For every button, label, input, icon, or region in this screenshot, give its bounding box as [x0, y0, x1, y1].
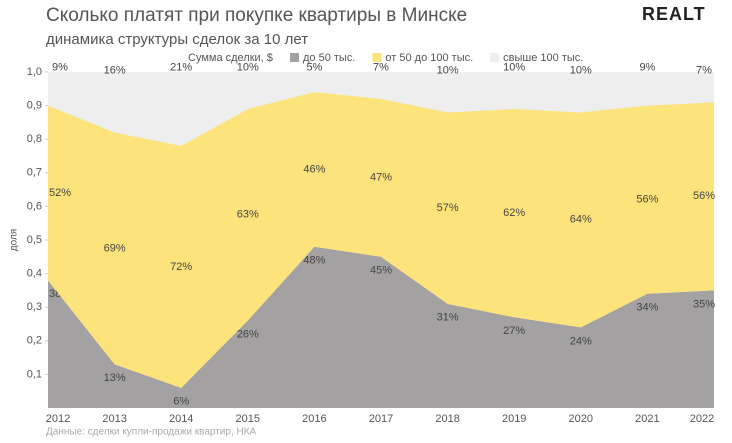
data-label: 35% [693, 298, 715, 310]
data-label: 47% [370, 172, 392, 184]
data-label: 6% [173, 396, 189, 408]
data-label: 27% [503, 325, 525, 337]
chart-title: Сколько платят при покупке квартиры в Ми… [46, 5, 467, 26]
data-label: 57% [437, 202, 459, 214]
data-label: 9% [52, 61, 68, 73]
data-label: 72% [170, 261, 192, 273]
legend-label: свыше 100 тыс. [503, 52, 583, 64]
data-label: 64% [570, 214, 592, 226]
data-label: 56% [636, 194, 658, 206]
data-label: 5% [306, 61, 322, 73]
x-tick-label: 2019 [502, 413, 526, 425]
data-label: 16% [104, 65, 126, 77]
data-label: 62% [503, 207, 525, 219]
legend-label: от 50 до 100 тыс. [385, 52, 473, 64]
y-tick-label: 0,4 [27, 268, 42, 280]
y-tick-label: 0,5 [27, 234, 42, 246]
y-tick-label: 0,8 [27, 133, 42, 145]
x-tick-label: 2018 [435, 413, 459, 425]
area [48, 75, 714, 146]
y-tick-label: 0,7 [27, 167, 42, 179]
data-label: 26% [237, 329, 259, 341]
x-tick-label: 2015 [236, 413, 260, 425]
source: Данные: сделки купли-продажи квартир, НК… [46, 427, 257, 438]
y-tick-label: 0,2 [27, 335, 42, 347]
data-label: 24% [570, 335, 592, 347]
legend-label: до 50 тыс. [303, 52, 355, 64]
x-tick-label: 2016 [302, 413, 326, 425]
data-label: 45% [370, 265, 392, 277]
data-label: 48% [303, 255, 325, 267]
data-label: 9% [639, 61, 655, 73]
legend-swatch [290, 53, 299, 62]
data-label: 10% [437, 65, 459, 77]
data-label: 56% [693, 190, 715, 202]
x-tick-label: 2012 [46, 413, 70, 425]
y-tick-label: 1,0 [27, 66, 42, 78]
area [48, 246, 714, 408]
x-tick-label: 2021 [635, 413, 659, 425]
data-label: 52% [49, 187, 71, 199]
y-tick-label: 0,9 [27, 100, 42, 112]
area [48, 92, 714, 388]
x-tick-label: 2017 [369, 413, 393, 425]
logo: REALT [642, 4, 706, 24]
data-label: 46% [303, 163, 325, 175]
data-label: 69% [104, 242, 126, 254]
x-tick-label: 2020 [569, 413, 593, 425]
legend-swatch [490, 53, 500, 62]
data-label: 10% [237, 61, 259, 73]
data-label: 7% [373, 61, 389, 73]
data-label: 21% [170, 61, 192, 73]
y-tick-label: 0,1 [27, 368, 42, 380]
legend-title: Сумма сделки, $ [188, 52, 273, 64]
data-label: 31% [437, 312, 459, 324]
x-tick-label: 2022 [690, 413, 714, 425]
x-tick-label: 2013 [102, 413, 126, 425]
y-tick-label: 0,3 [27, 301, 42, 313]
legend-swatch [372, 53, 382, 62]
data-label: 7% [696, 65, 712, 77]
data-label: 34% [636, 302, 658, 314]
data-label: 10% [570, 65, 592, 77]
y-tick-label: 0,6 [27, 200, 42, 212]
data-label: 63% [237, 209, 259, 221]
x-tick-label: 2014 [169, 413, 193, 425]
data-label: 10% [503, 61, 525, 73]
data-label: 13% [104, 372, 126, 384]
chart-subtitle: динамика структуры сделок за 10 лет [46, 31, 308, 48]
y-axis-label: доля [9, 229, 20, 251]
